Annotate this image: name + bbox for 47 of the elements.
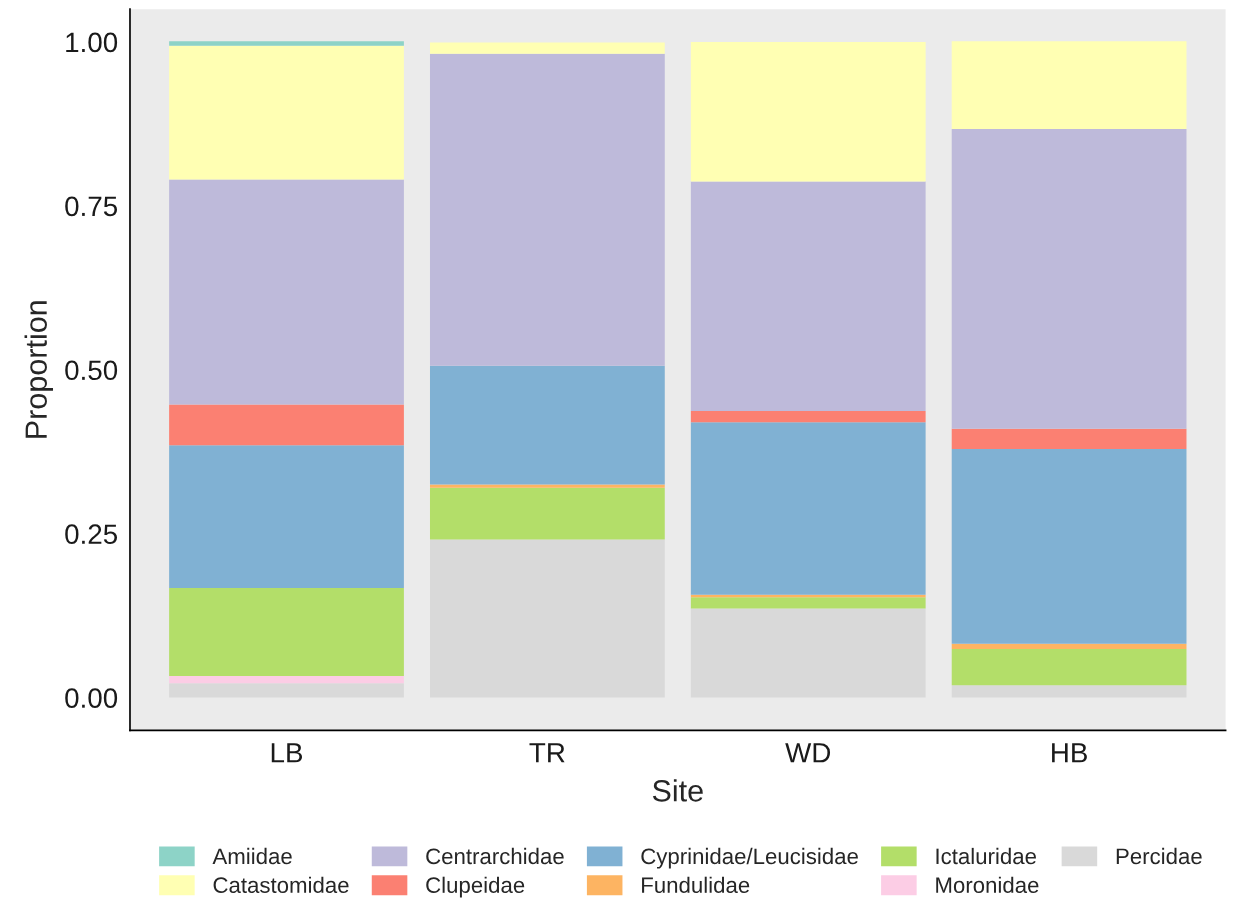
bar <box>951 649 1187 686</box>
x-axis-title: Site <box>652 779 703 802</box>
bar <box>429 365 665 485</box>
bar <box>169 41 404 46</box>
x-tick-label: HB <box>1052 743 1087 763</box>
bar <box>951 685 1187 698</box>
x-tick-label: LB <box>271 743 303 763</box>
legend-label: Clupeidae <box>426 876 525 898</box>
legend-label: Centrarchidae <box>426 847 564 865</box>
bar <box>429 53 665 366</box>
x-tick-label: TR <box>529 743 565 763</box>
legend-label: Percidae <box>1116 847 1202 865</box>
y-tick-label: 1.00 <box>66 32 118 53</box>
bar <box>429 484 665 488</box>
x-tick-label: WD <box>785 743 831 763</box>
bar <box>169 683 404 698</box>
bar <box>169 588 404 676</box>
y-tick-label: 0.75 <box>65 196 118 217</box>
legend-label: Amiidae <box>212 847 292 865</box>
bar <box>169 404 404 446</box>
bar <box>169 445 404 589</box>
legend-label: Moronidae <box>936 876 1039 894</box>
bar <box>690 41 926 182</box>
legend-label: Catastomidae <box>213 876 349 894</box>
bar <box>169 179 404 405</box>
legend-label: Ictaluridae <box>936 847 1036 865</box>
y-axis-title: Proportion <box>24 301 54 438</box>
bar <box>429 42 665 54</box>
bar <box>429 487 665 540</box>
bar <box>690 411 926 423</box>
bar <box>951 41 1187 130</box>
y-tick-label: 0.50 <box>65 360 118 381</box>
bar <box>690 608 926 698</box>
legend-label: Cyprinidae/Leucisidae <box>641 847 858 869</box>
y-tick-label: 0.00 <box>65 688 118 708</box>
bar <box>951 428 1187 450</box>
legend-label: Fundulidae <box>642 876 750 894</box>
bar <box>429 539 665 698</box>
bar <box>690 422 926 595</box>
y-tick-label: 0.25 <box>65 524 118 545</box>
bar <box>951 449 1187 644</box>
bar <box>169 675 404 684</box>
bar <box>951 643 1187 650</box>
bar <box>169 45 404 180</box>
bar <box>690 181 926 412</box>
bar <box>951 129 1187 429</box>
bar <box>690 597 926 609</box>
